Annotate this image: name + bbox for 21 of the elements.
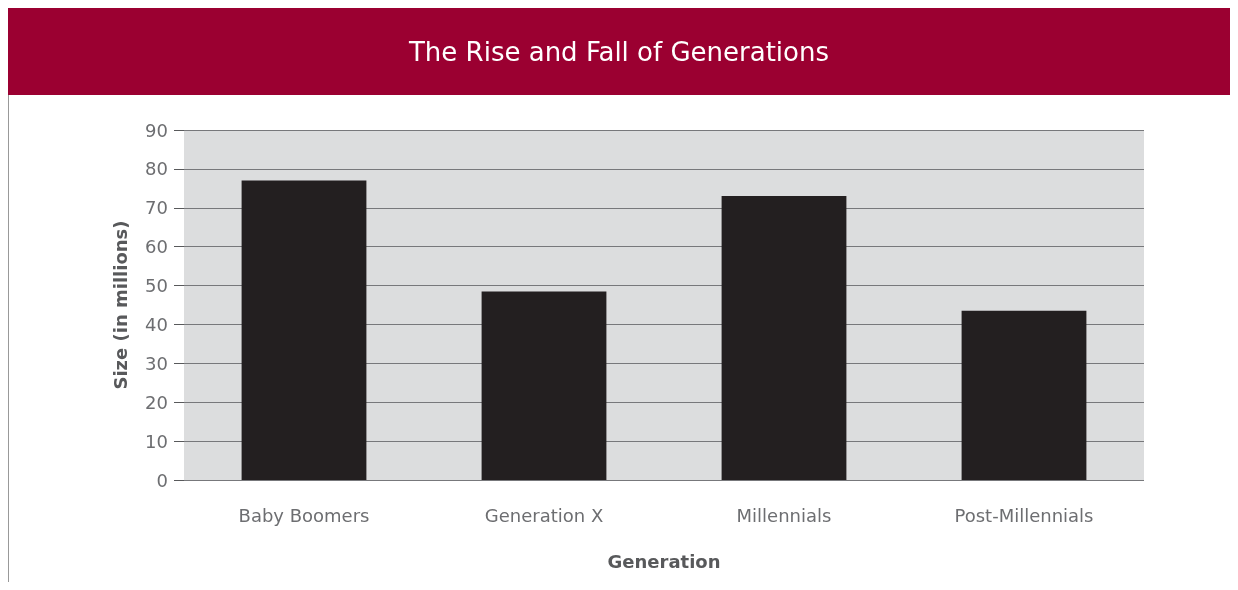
chart-title: The Rise and Fall of Generations	[8, 8, 1230, 95]
x-tick-label: Baby Boomers	[238, 504, 370, 526]
bar	[721, 196, 847, 480]
y-tick-label: 20	[145, 391, 168, 413]
bar	[961, 310, 1087, 480]
y-tick-label: 80	[145, 158, 168, 180]
x-tick-label: Post-Millennials	[954, 504, 1094, 526]
x-tick-label: Generation X	[484, 504, 604, 526]
x-tick-label: Millennials	[736, 504, 832, 526]
bar	[241, 180, 367, 480]
y-tick-label: 50	[145, 275, 168, 297]
y-tick-label: 40	[145, 313, 168, 335]
y-axis-title: Size (in millions)	[109, 220, 131, 390]
y-tick-label: 70	[145, 197, 168, 219]
y-tick-label: 60	[145, 236, 168, 258]
x-axis-title: Generation	[607, 550, 721, 572]
y-tick-label: 10	[145, 430, 168, 452]
y-tick-label: 0	[156, 469, 168, 491]
bar	[481, 291, 607, 480]
y-tick-label: 30	[145, 352, 168, 374]
y-tick-label: 90	[145, 119, 168, 141]
